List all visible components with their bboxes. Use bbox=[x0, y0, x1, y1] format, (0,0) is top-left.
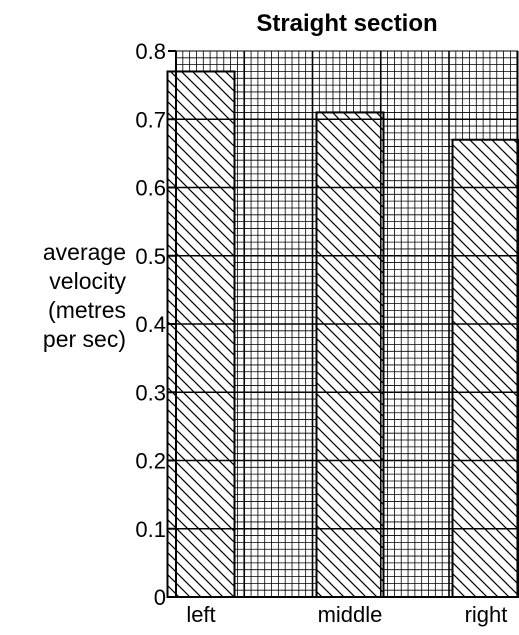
y-axis-label: average velocity (metres per sec) bbox=[0, 238, 126, 354]
y-tick-label: 0 bbox=[154, 585, 166, 610]
y-tick-label: 0.3 bbox=[135, 380, 166, 405]
axes bbox=[175, 50, 519, 598]
x-tick-label-middle: middle bbox=[318, 602, 383, 627]
y-axis-label-line-4: per sec) bbox=[42, 326, 126, 352]
bars bbox=[166, 70, 519, 599]
bar-left bbox=[166, 70, 236, 599]
x-tick-labels: left middle right bbox=[186, 602, 507, 627]
y-tick-label: 0.4 bbox=[135, 312, 166, 337]
y-axis-label-line-1: average bbox=[42, 239, 126, 265]
bar-right bbox=[451, 138, 519, 598]
y-tick-label: 0.1 bbox=[135, 517, 166, 542]
y-tick-label: 0.5 bbox=[135, 244, 166, 269]
y-tick-label: 0.6 bbox=[135, 176, 166, 201]
y-axis-label-line-2: velocity bbox=[49, 268, 126, 294]
x-tick-label-right: right bbox=[465, 602, 508, 627]
y-ticks: 0 0.1 0.2 0.3 0.4 0.5 0.6 0.7 0.8 bbox=[135, 39, 176, 610]
bar-middle bbox=[315, 111, 385, 599]
y-tick-label: 0.2 bbox=[135, 449, 166, 474]
chart-title: Straight section bbox=[256, 10, 438, 37]
y-tick-label: 0.7 bbox=[135, 107, 166, 132]
y-axis-label-line-3: (metres bbox=[48, 297, 126, 323]
y-tick-label: 0.8 bbox=[135, 39, 166, 64]
major-gridlines bbox=[176, 51, 519, 597]
x-tick-label-left: left bbox=[186, 602, 215, 627]
